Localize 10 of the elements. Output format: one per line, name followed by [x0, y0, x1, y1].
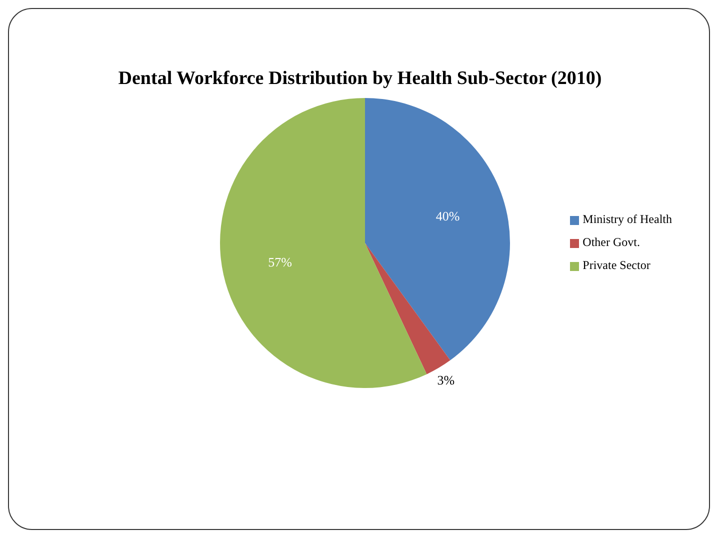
legend-label: Private Sector — [582, 258, 650, 272]
pie-slice — [220, 98, 427, 388]
pie-slice — [365, 243, 450, 374]
legend-label: Other Govt. — [582, 235, 640, 249]
pie-slice — [365, 98, 510, 360]
data-label: 3% — [437, 372, 455, 388]
legend-label: Ministry of Health — [582, 212, 672, 226]
chart-title: Dental Workforce Distribution by Health Sub-Sector (2010) — [117, 67, 603, 91]
data-label: 57% — [268, 254, 292, 270]
data-label: 40% — [436, 208, 460, 224]
